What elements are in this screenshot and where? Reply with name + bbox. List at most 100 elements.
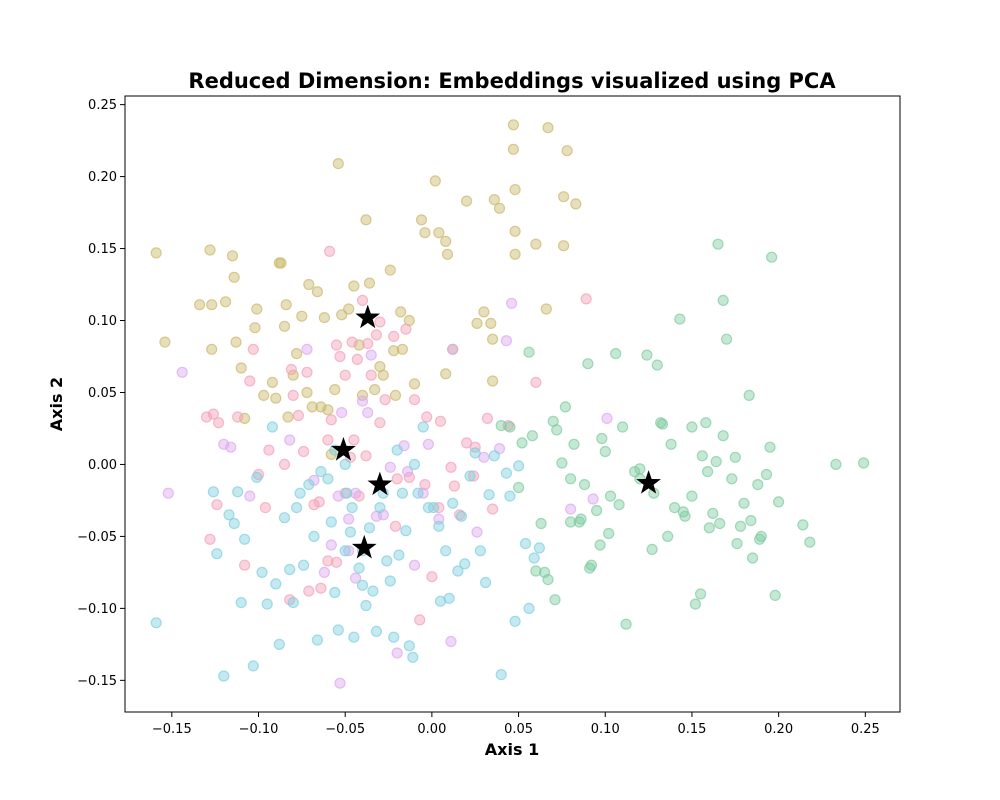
scatter-point-s4-75 (603, 527, 615, 540)
y-tick-label: 0.00 (88, 458, 117, 473)
scatter-point-s3-52 (428, 502, 440, 514)
scatter-point-s0-68 (507, 119, 520, 131)
scatter-point-s4-59 (701, 466, 714, 478)
scatter-point-s4-69 (677, 506, 689, 518)
scatter-point-s3-67 (495, 668, 507, 681)
scatter-point-s4-56 (804, 536, 816, 548)
scatter-point-s1-30 (379, 394, 391, 406)
scatter-point-s1-28 (370, 329, 382, 341)
scatter-point-s0-21 (282, 411, 294, 423)
x-tick-label: 0.05 (504, 722, 533, 737)
scatter-point-s0-75 (542, 122, 554, 134)
scatter-point-s3-60 (459, 558, 471, 570)
scatter-point-s0-2 (204, 244, 216, 256)
scatter-point-s3-46 (400, 525, 412, 537)
scatter-point-s3-27 (325, 516, 337, 528)
scatter-point-s0-45 (384, 264, 396, 276)
scatter-point-s2-3 (225, 441, 237, 453)
scatter-point-s3-64 (480, 576, 492, 589)
scatter-point-s2-15 (365, 349, 377, 361)
scatter-point-s4-0 (495, 420, 507, 432)
scatter-point-s3-29 (332, 624, 344, 636)
scatter-point-s0-1 (159, 336, 171, 348)
scatter-point-s1-8 (278, 458, 291, 470)
scatter-point-s2-6 (301, 343, 313, 355)
scatter-point-s4-63 (745, 514, 757, 527)
scatter-point-s2-26 (445, 635, 457, 648)
scatter-point-s4-82 (530, 565, 542, 577)
scatter-point-s1-32 (389, 520, 402, 532)
x-tick-label: 0.00 (417, 722, 446, 737)
y-tick-label: −0.15 (77, 674, 117, 689)
scatter-point-s1-20 (334, 350, 346, 363)
scatter-point-s3-4 (223, 509, 235, 521)
scatter-point-s3-22 (303, 479, 315, 491)
scatter-point-s2-36 (334, 677, 346, 689)
scatter-point-s1-34 (400, 323, 412, 335)
scatter-point-s0-39 (356, 389, 369, 401)
scatter-point-s1-51 (239, 559, 251, 571)
scatter-point-s3-82 (408, 458, 421, 470)
scatter-point-s0-51 (408, 378, 421, 390)
scatter-point-s1-22 (346, 336, 358, 348)
scatter-point-s1-3 (232, 411, 244, 423)
scatter-point-s1-48 (580, 293, 592, 305)
scatter-point-s0-31 (322, 404, 334, 416)
scatter-point-s4-48 (746, 552, 759, 564)
scatter-point-s1-37 (419, 479, 431, 491)
scatter-point-s4-35 (689, 598, 702, 610)
x-tick-label: −0.15 (152, 722, 192, 737)
scatter-point-s1-27 (365, 369, 377, 381)
scatter-point-s3-71 (512, 460, 525, 472)
scatter-point-s0-34 (332, 158, 344, 170)
y-tick-label: 0.20 (88, 170, 117, 185)
scatter-point-s3-63 (474, 545, 486, 557)
scatter-point-s3-77 (339, 458, 351, 470)
scatter-point-s0-37 (348, 280, 360, 292)
scatter-point-s1-12 (298, 445, 310, 458)
scatter-point-s1-23 (348, 434, 360, 446)
centroid-star-4 (636, 470, 661, 494)
scatter-point-s1-40 (445, 461, 457, 473)
scatter-point-s3-12 (261, 598, 273, 610)
scatter-point-s3-24 (311, 634, 323, 646)
scatter-point-s0-16 (270, 392, 282, 404)
scatter-point-s4-60 (707, 507, 719, 520)
scatter-point-s4-77 (584, 562, 596, 574)
scatter-point-s0-60 (461, 195, 473, 207)
scatter-point-s1-41 (448, 480, 460, 492)
scatter-point-s0-42 (369, 384, 381, 396)
scatter-point-s4-23 (620, 618, 632, 630)
scatter-point-s0-10 (235, 362, 247, 374)
scatter-point-s3-11 (256, 566, 268, 579)
scatter-point-s1-4 (244, 375, 256, 387)
x-tick-label: 0.15 (677, 722, 706, 737)
scatter-point-s4-32 (674, 313, 686, 325)
scatter-point-s2-39 (350, 572, 362, 584)
scatter-point-s0-44 (377, 369, 389, 381)
scatter-point-s2-14 (362, 407, 374, 419)
scatter-point-s4-76 (594, 539, 606, 551)
scatter-point-s3-35 (356, 579, 369, 591)
centroid-layer (331, 304, 661, 559)
scatter-point-s3-5 (228, 517, 240, 530)
scatter-point-s3-75 (533, 542, 546, 554)
scatter-point-s3-23 (308, 530, 320, 543)
scatter-point-s2-37 (318, 566, 330, 579)
x-axis-label: Axis 1 (485, 740, 539, 759)
scatter-point-s4-49 (752, 479, 764, 491)
scatter-point-s1-2 (213, 417, 225, 429)
y-tick-label: 0.10 (88, 314, 117, 329)
scatter-point-s2-34 (587, 493, 599, 505)
scatter-point-s4-39 (710, 456, 722, 468)
scatter-point-s1-50 (204, 533, 216, 545)
scatter-point-s0-40 (360, 214, 372, 226)
scatter-point-s4-37 (700, 417, 712, 429)
scatter-point-s2-13 (356, 395, 369, 407)
centroid-star-3 (351, 534, 377, 559)
scatter-point-s4-3 (523, 346, 535, 358)
scatter-point-s1-63 (408, 394, 421, 406)
scatter-point-s1-19 (330, 339, 343, 351)
scatter-point-s4-83 (512, 481, 525, 494)
scatter-point-s2-18 (384, 461, 396, 473)
